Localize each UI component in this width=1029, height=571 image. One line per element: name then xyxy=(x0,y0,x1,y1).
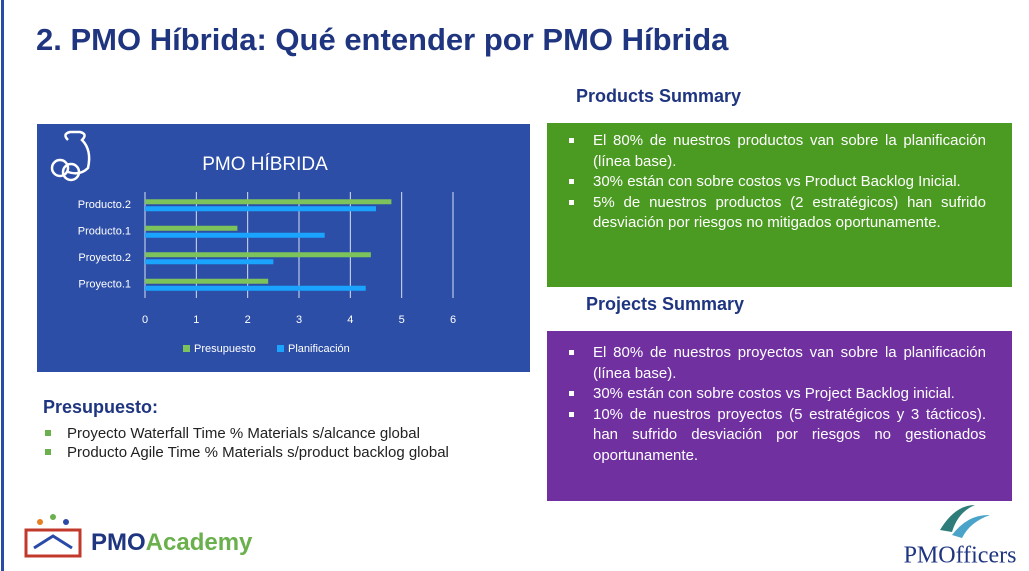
bar xyxy=(145,225,238,231)
bullet-item: El 80% de nuestros proyectos van sobre l… xyxy=(565,343,986,384)
x-tick-label: 1 xyxy=(193,314,199,326)
logo-part: PMO xyxy=(91,529,146,556)
projects-box: El 80% de nuestros proyectos van sobre l… xyxy=(547,331,1012,501)
bullet-item: El 80% de nuestros productos van sobre l… xyxy=(565,131,986,172)
bar xyxy=(145,285,366,291)
legend-label: Planificación xyxy=(288,343,350,355)
logo-officers: PMOfficers xyxy=(904,543,1017,569)
logo-officers-mark xyxy=(940,505,990,538)
y-tick-label: Proyecto.2 xyxy=(78,252,131,264)
legend-swatch xyxy=(277,345,284,352)
chart-title: PMO HÍBRIDA xyxy=(202,154,328,175)
y-tick-label: Proyecto.1 xyxy=(78,279,131,291)
x-tick-label: 5 xyxy=(399,314,405,326)
chart-panel xyxy=(37,124,530,372)
bullet-item: 10% de nuestros proyectos (5 estratégico… xyxy=(565,405,986,467)
x-tick-label: 0 xyxy=(142,314,148,326)
legend-label: Presupuesto xyxy=(194,343,256,355)
legend-swatch xyxy=(183,345,190,352)
money-icon xyxy=(50,130,91,182)
bullet-item: 5% de nuestros productos (2 estratégicos… xyxy=(565,193,986,234)
logo-academy: PMOAcademy xyxy=(91,529,253,556)
x-tick-label: 3 xyxy=(296,314,302,326)
logo-part: Academy xyxy=(146,529,253,556)
products-box: El 80% de nuestros productos van sobre l… xyxy=(547,123,1012,287)
slide-title: 2. PMO Híbrida: Qué entender por PMO Híb… xyxy=(36,22,729,57)
bullet-item: 30% están con sobre costos vs Product Ba… xyxy=(565,172,986,193)
y-tick-label: Producto.1 xyxy=(78,226,131,238)
bar xyxy=(145,259,274,265)
section-heading: Products Summary xyxy=(576,86,742,106)
bar xyxy=(145,278,269,284)
x-tick-label: 2 xyxy=(245,314,251,326)
bullet-item: Producto Agile Time % Materials s/produc… xyxy=(43,443,506,462)
bullet-item: Proyecto Waterfall Time % Materials s/al… xyxy=(43,424,506,443)
x-tick-label: 6 xyxy=(450,314,456,326)
bar xyxy=(145,199,392,205)
bar xyxy=(145,252,371,258)
bullet-item: 30% están con sobre costos vs Project Ba… xyxy=(565,384,986,405)
y-tick-label: Producto.2 xyxy=(78,199,131,211)
logo-academy-mark xyxy=(24,514,82,558)
section-heading: Presupuesto: xyxy=(43,397,159,417)
list: El 80% de nuestros productos van sobre l… xyxy=(565,131,986,234)
list: El 80% de nuestros proyectos van sobre l… xyxy=(565,343,986,466)
section-heading: Projects Summary xyxy=(586,294,745,314)
presupuesto: Presupuesto: Proyecto Waterfall Time % M… xyxy=(43,397,506,462)
bar xyxy=(145,232,325,238)
left-rule xyxy=(1,0,4,571)
x-tick-label: 4 xyxy=(347,314,353,326)
bar xyxy=(145,206,376,212)
list: Proyecto Waterfall Time % Materials s/al… xyxy=(43,424,506,462)
